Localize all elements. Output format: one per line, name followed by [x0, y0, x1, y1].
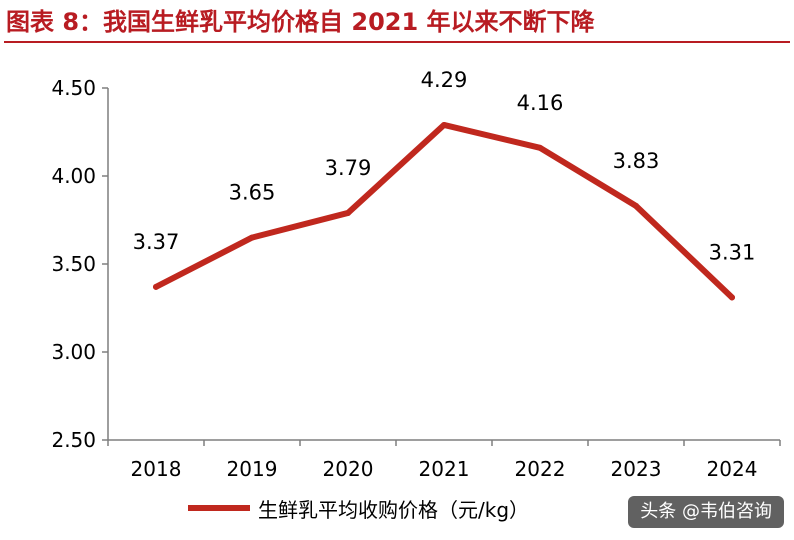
data-label: 4.16 — [517, 91, 564, 115]
x-tick-label: 2021 — [419, 457, 470, 481]
data-point — [153, 283, 159, 290]
data-point — [249, 234, 255, 241]
data-point — [441, 121, 447, 128]
y-tick-label: 4.00 — [51, 164, 96, 188]
title-divider — [4, 41, 790, 43]
line-chart: 2.50 3.00 3.50 4.00 4.50 2018 2019 2020 2021 2022… — [51, 68, 781, 481]
chart-title: 图表 8：我国生鲜乳平均价格自 2021 年以来不断下降 — [6, 8, 595, 36]
data-point — [729, 294, 735, 301]
x-tick-label: 2023 — [611, 457, 662, 481]
data-point — [633, 202, 639, 209]
x-tick-label: 2018 — [131, 457, 182, 481]
data-label: 3.31 — [709, 240, 756, 264]
x-tick-label: 2024 — [707, 457, 758, 481]
y-tick-label: 3.50 — [51, 252, 96, 276]
y-tick-label: 3.00 — [51, 340, 96, 364]
x-tick-label: 2020 — [323, 457, 374, 481]
data-point — [537, 144, 543, 151]
legend-swatch — [188, 505, 250, 511]
data-label: 3.37 — [133, 230, 180, 254]
legend: 生鲜乳平均收购价格（元/kg） — [188, 490, 529, 526]
data-point — [345, 209, 351, 216]
data-label: 3.79 — [325, 156, 372, 180]
data-label: 3.65 — [229, 181, 276, 205]
data-label: 3.83 — [613, 149, 660, 173]
x-tick-label: 2019 — [227, 457, 278, 481]
watermark-badge: 头条 @韦伯咨询 — [628, 496, 784, 528]
y-tick-label: 2.50 — [51, 428, 96, 452]
data-label: 4.29 — [421, 68, 468, 92]
x-tick-label: 2022 — [515, 457, 566, 481]
legend-label: 生鲜乳平均收购价格（元/kg） — [258, 497, 530, 522]
y-tick-label: 4.50 — [51, 76, 96, 100]
